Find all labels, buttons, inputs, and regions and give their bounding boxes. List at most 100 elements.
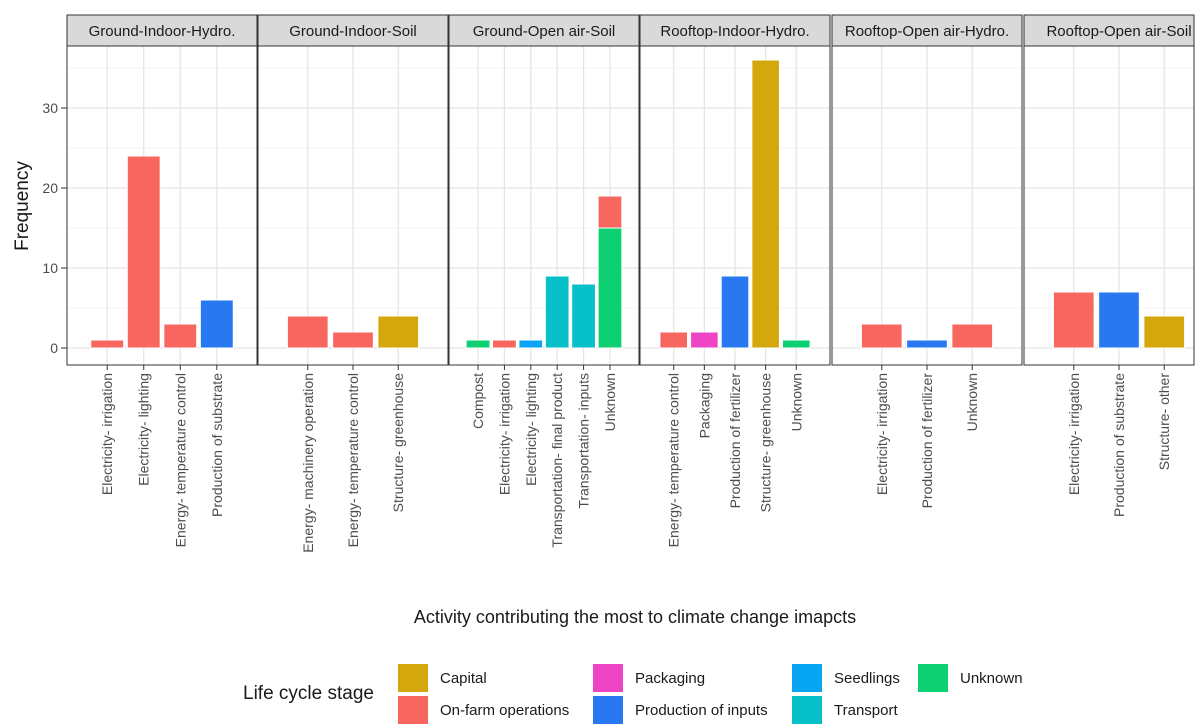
x-axis-title: Activity contributing the most to climat… xyxy=(413,607,857,627)
legend-swatch xyxy=(792,664,822,692)
faceted-bar-chart: Frequency 0 10 20 30 Ground-Indoor-Hydro. Elec… xyxy=(12,14,1195,553)
facet-title: Rooftop-Indoor-Hydro. xyxy=(660,23,809,40)
bar xyxy=(860,323,903,349)
bar xyxy=(751,59,780,349)
panel-border xyxy=(448,45,640,366)
bar xyxy=(544,275,570,349)
legend-swatch xyxy=(918,664,948,692)
legend-swatch xyxy=(398,696,428,724)
panel-border xyxy=(1023,45,1195,366)
y-tick-label: 20 xyxy=(42,180,58,196)
bar xyxy=(286,315,329,349)
facet-panel: Rooftop-Open air-Soil Electricity- irriga… xyxy=(1023,14,1195,517)
legend-item: Packaging xyxy=(593,664,705,692)
y-axis-title: Frequency xyxy=(12,161,33,251)
bar xyxy=(90,339,125,349)
legend-item: Production of inputs xyxy=(593,696,768,724)
bar xyxy=(1143,315,1186,349)
x-tick-label: Production of fertilizer xyxy=(919,373,935,509)
bar xyxy=(690,331,719,349)
x-tick-label: Transportation- final product xyxy=(549,373,565,548)
facet-panel: Rooftop-Indoor-Hydro. Energy- temperature… xyxy=(639,14,831,547)
panel-border xyxy=(257,45,449,366)
panel-border xyxy=(639,45,831,366)
x-tick-label: Energy- temperature control xyxy=(172,373,188,547)
x-tick-label: Structure- other xyxy=(1156,373,1172,471)
facet-strip xyxy=(1023,14,1195,47)
legend-swatch xyxy=(398,664,428,692)
legend-item: Transport xyxy=(792,696,898,724)
bar xyxy=(1098,291,1140,349)
facet-strip xyxy=(448,14,640,47)
bar xyxy=(597,195,623,229)
x-tick-label: Electricity- lighting xyxy=(523,373,539,486)
bar xyxy=(906,339,948,349)
x-tick-label: Unknown xyxy=(788,373,804,431)
facet-title: Rooftop-Open air-Hydro. xyxy=(845,23,1009,40)
facet-title: Rooftop-Open air-Soil xyxy=(1046,23,1191,40)
legend-swatch xyxy=(593,696,623,724)
bar xyxy=(332,331,374,349)
x-tick-label: Energy- machinery operation xyxy=(300,373,316,553)
legend-item: Capital xyxy=(398,664,487,692)
legend-item: Seedlings xyxy=(792,664,900,692)
legend-item: Unknown xyxy=(918,664,1023,692)
legend-label: Seedlings xyxy=(834,669,900,687)
legend-label: Transport xyxy=(834,701,898,719)
legend-swatch xyxy=(593,664,623,692)
y-tick-label: 10 xyxy=(42,260,58,276)
panel-border xyxy=(66,45,258,366)
x-tick-label: Electricity- lighting xyxy=(136,373,152,486)
x-tick-label: Unknown xyxy=(602,373,618,431)
x-tick-label: Electricity- irrigation xyxy=(874,373,890,495)
bar xyxy=(597,227,623,349)
bar xyxy=(126,155,161,349)
bar xyxy=(951,323,994,349)
legend: Life cycle stage Capital On-farm operatio… xyxy=(240,660,1140,724)
bar xyxy=(571,283,596,349)
bar xyxy=(199,299,234,349)
x-tick-label: Compost xyxy=(470,373,486,429)
bar xyxy=(720,275,750,349)
x-tick-label: Transportation- inputs xyxy=(576,373,592,509)
legend-label: Capital xyxy=(440,669,487,687)
x-tick-label: Production of substrate xyxy=(209,373,225,517)
facet-panel: Ground-Indoor-Soil Energy- machinery oper… xyxy=(257,14,449,553)
legend-title: Life cycle stage xyxy=(243,683,374,704)
x-tick-label: Structure- greenhouse xyxy=(390,373,406,513)
facet-panel: Rooftop-Open air-Hydro. Electricity- irri… xyxy=(831,14,1023,509)
bar xyxy=(492,339,517,349)
legend-label: Unknown xyxy=(960,669,1023,687)
facet-title: Ground-Indoor-Soil xyxy=(289,23,417,40)
legend-item: On-farm operations xyxy=(398,696,569,724)
x-tick-label: Electricity- irrigation xyxy=(1066,373,1082,495)
facet-title: Ground-Open air-Soil xyxy=(473,23,616,40)
x-tick-label: Electricity- irrigation xyxy=(99,373,115,495)
bar xyxy=(465,339,491,349)
panel-border xyxy=(831,45,1023,366)
x-tick-label: Packaging xyxy=(696,373,712,438)
x-tick-label: Production of substrate xyxy=(1111,373,1127,517)
x-tick-label: Electricity- irrigation xyxy=(496,373,512,495)
bar xyxy=(163,323,198,349)
x-tick-label: Production of fertilizer xyxy=(727,373,743,509)
legend-label: Packaging xyxy=(635,669,706,687)
facet-strip xyxy=(257,14,449,47)
x-tick-label: Unknown xyxy=(964,373,980,431)
bar xyxy=(782,339,811,349)
facet-title: Ground-Indoor-Hydro. xyxy=(89,23,236,40)
facet-panel: Ground-Indoor-Hydro. Electricity- irrigat… xyxy=(66,14,258,547)
facet-panel: Ground-Open air-Soil Compost Electricity- … xyxy=(448,14,640,548)
legend-label: On-farm operations xyxy=(440,701,570,719)
facet-strip xyxy=(66,14,258,47)
bar xyxy=(659,331,689,349)
legend-label: Production of inputs xyxy=(635,701,768,719)
bar xyxy=(377,315,420,349)
y-tick-label: 30 xyxy=(42,100,58,116)
bar xyxy=(518,339,544,349)
x-tick-label: Structure- greenhouse xyxy=(758,373,774,513)
x-tick-label: Energy- temperature control xyxy=(345,373,361,547)
y-tick-label: 0 xyxy=(50,340,58,356)
bar xyxy=(1052,291,1095,349)
